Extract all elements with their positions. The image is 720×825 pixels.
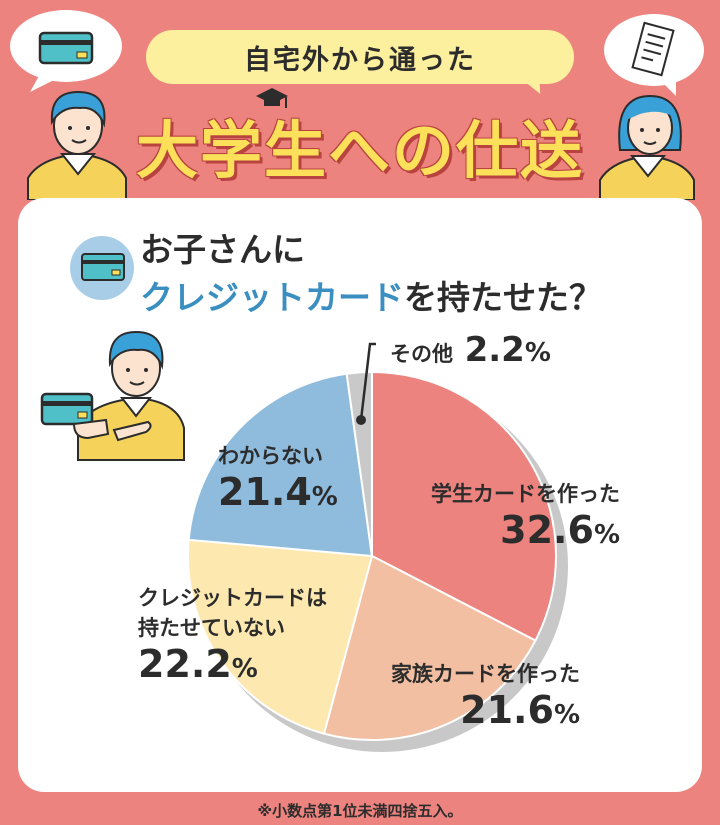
label-student-card-value: 32.6% <box>500 508 620 552</box>
boy-holding-card-icon <box>40 330 185 461</box>
label-family-card: 家族カードを作った 21.6% <box>370 658 580 732</box>
subtitle-pill: 自宅外から通った <box>146 30 574 84</box>
label-no-card-value: 22.2% <box>138 642 258 686</box>
label-other-name: その他 <box>390 342 453 366</box>
slice-student-card <box>371 370 557 642</box>
other-leader-line <box>359 342 376 421</box>
receipt-bubble-icon <box>604 14 704 96</box>
footnote: ※小数点第1位未満四捨五入。 <box>257 802 463 820</box>
label-unknown: わからない 21.4% <box>218 440 338 514</box>
label-other: その他 2.2% <box>390 330 551 370</box>
question-line1: お子さんに <box>140 230 305 269</box>
graduation-cap-icon <box>256 88 288 108</box>
label-family-card-name: 家族カードを作った <box>391 662 580 686</box>
header-decorations <box>10 10 704 200</box>
label-student-card-name: 学生カードを作った <box>431 482 620 506</box>
slice-unknown <box>187 372 374 558</box>
label-other-value: 2.2% <box>464 330 551 370</box>
question: お子さんに クレジットカードを持たせた？ <box>140 226 602 322</box>
label-unknown-name: わからない <box>218 444 323 468</box>
question-line2: クレジットカードを持たせた？ <box>140 274 602 322</box>
panel-illustrations <box>40 236 185 461</box>
slice-other <box>345 370 373 557</box>
label-no-card: クレジットカードは 持たせていない 22.2% <box>138 582 327 686</box>
label-no-card-line2: 持たせていない <box>138 616 285 640</box>
credit-card-question-icon <box>70 236 134 300</box>
label-family-card-value: 21.6% <box>460 688 580 732</box>
question-highlight: クレジットカード <box>140 278 404 317</box>
slice-family-card <box>322 554 537 741</box>
label-unknown-value: 21.4% <box>218 470 338 514</box>
other-leader-dot <box>356 415 366 425</box>
label-student-card: 学生カードを作った 32.6% <box>400 478 620 552</box>
label-no-card-line1: クレジットカードは <box>138 586 327 610</box>
question-rest: を持たせた？ <box>404 278 602 317</box>
woman-icon <box>599 94 695 200</box>
boy-icon <box>27 90 127 200</box>
credit-card-bubble-icon <box>10 10 122 92</box>
slice-no-card <box>187 538 374 735</box>
subtitle-text: 自宅外から通った <box>244 44 476 76</box>
